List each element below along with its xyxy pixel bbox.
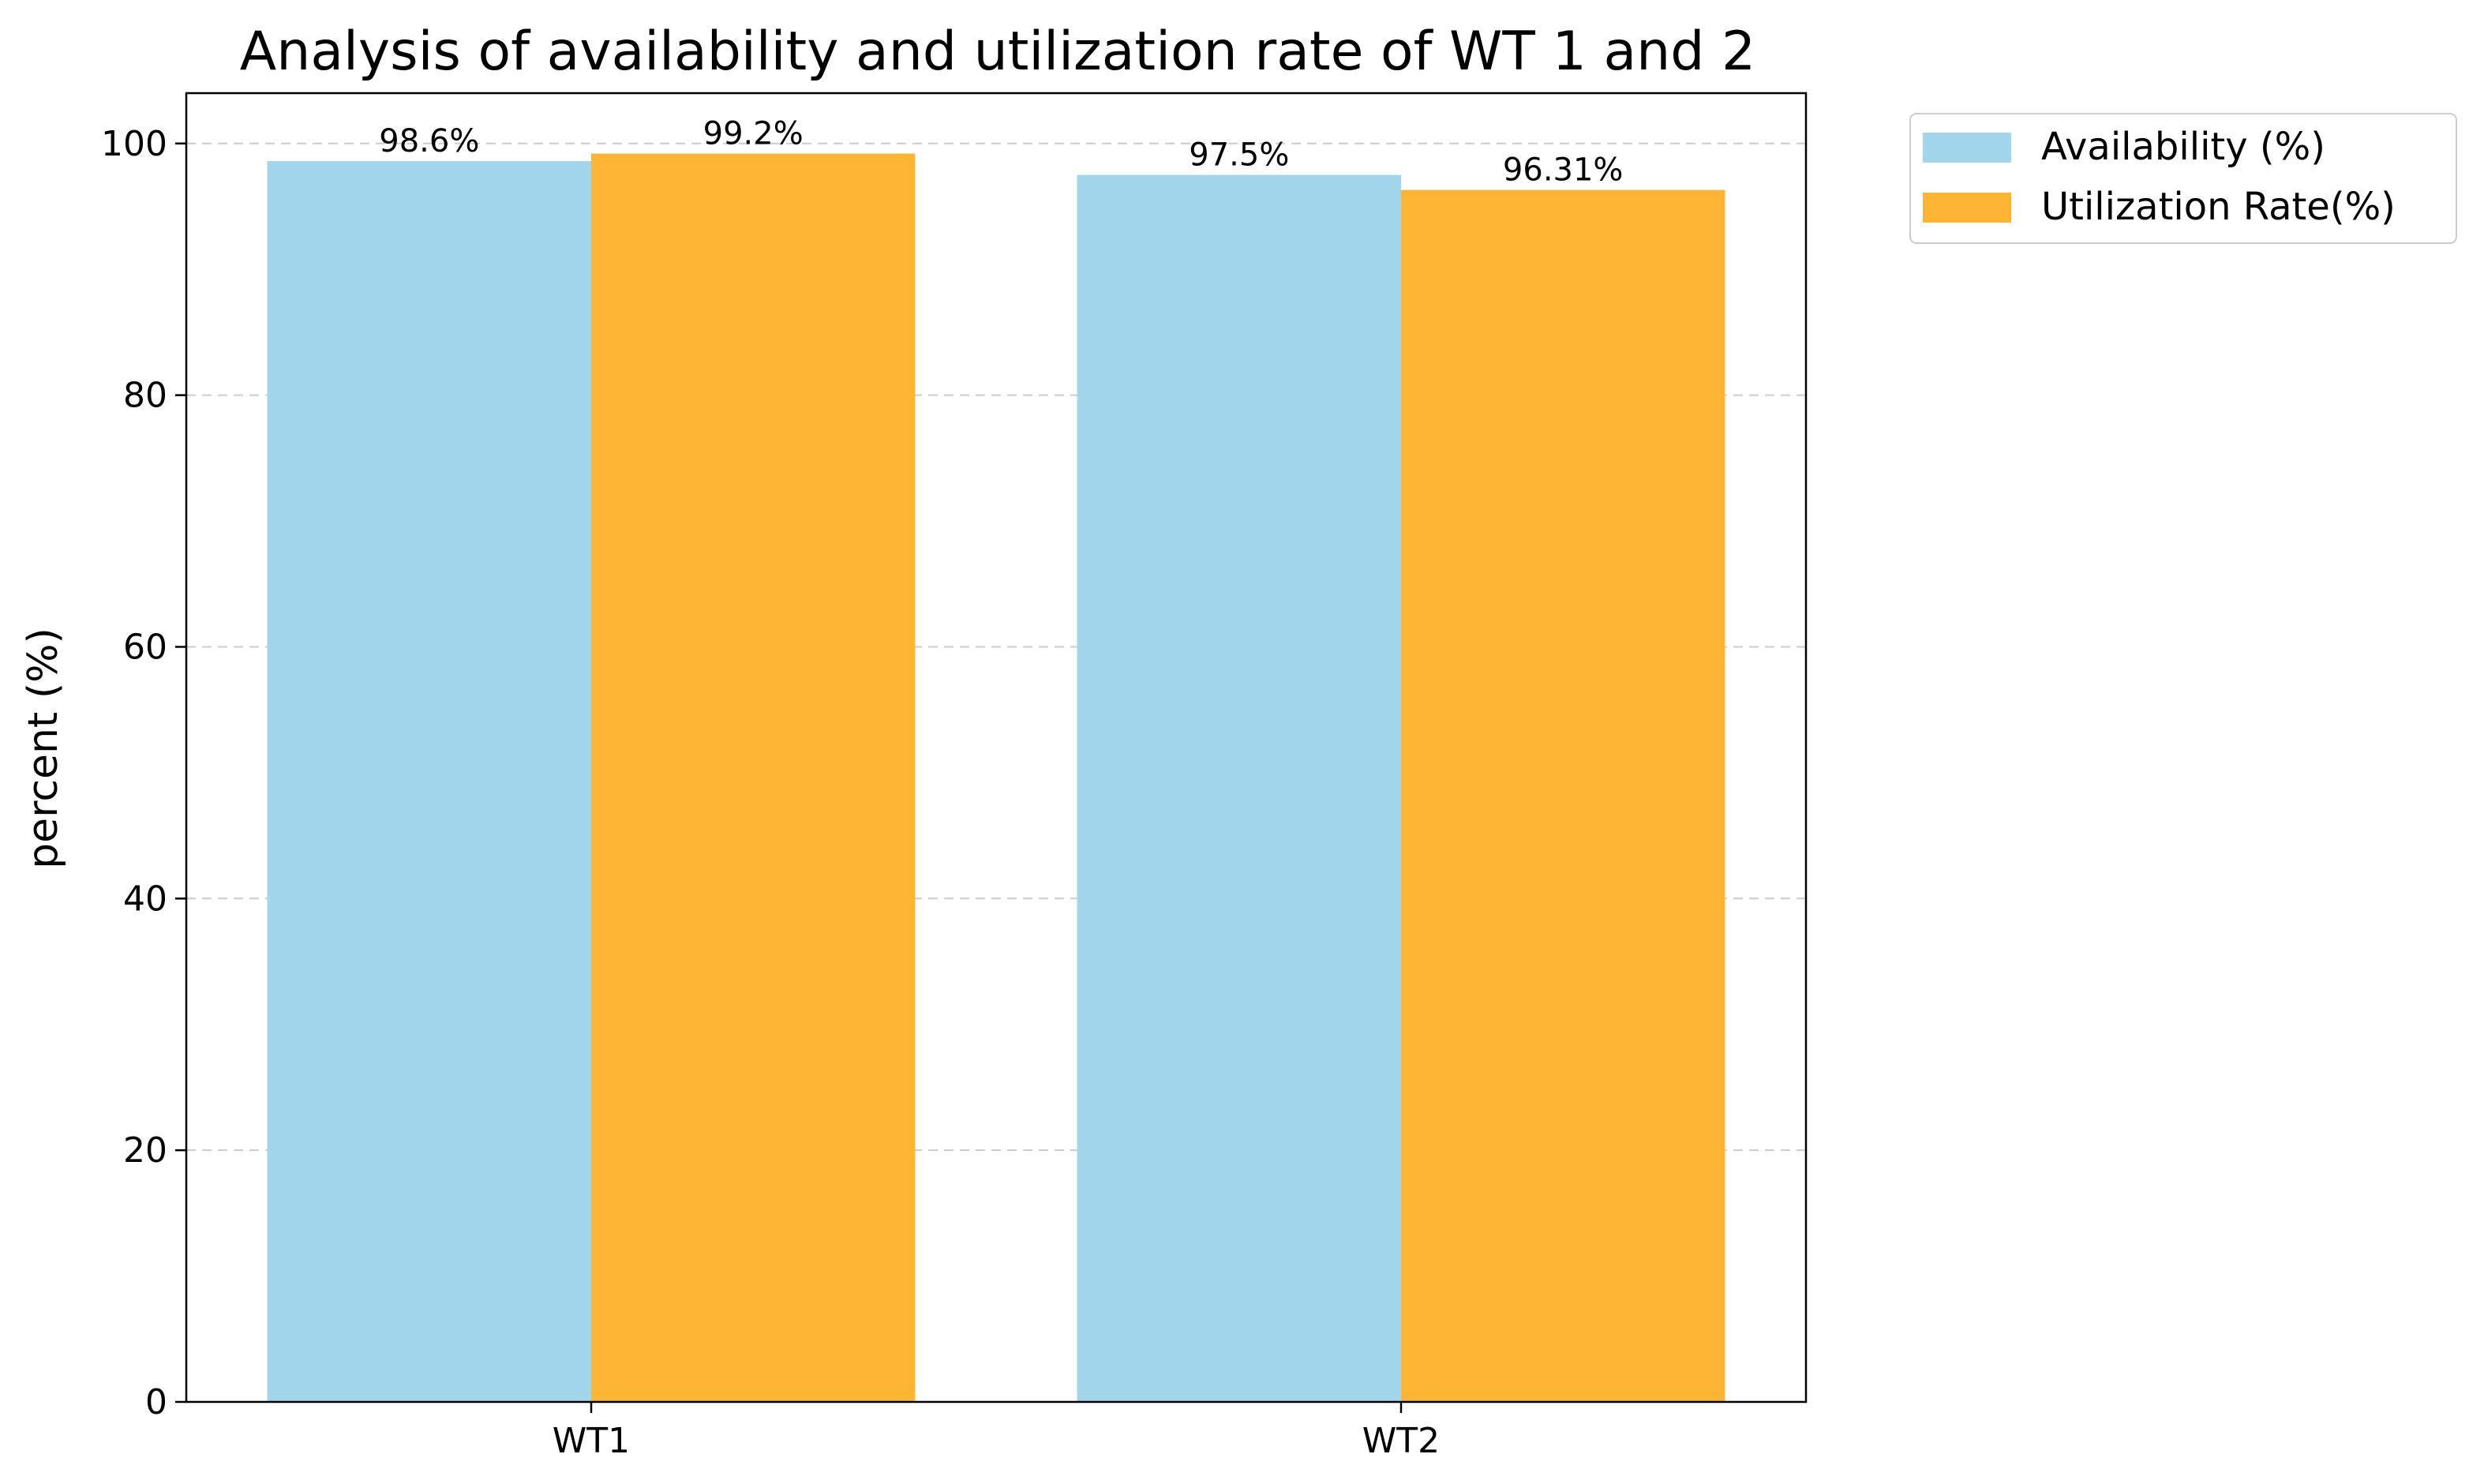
legend-swatch-utilization-rate: [1923, 193, 2011, 223]
bar-wt2-series-0: [1077, 174, 1401, 1402]
legend-swatch-availability: [1923, 133, 2011, 163]
legend-frame: [1909, 113, 2457, 244]
legend-label-utilization-rate: Utilization Rate(%): [2041, 185, 2396, 229]
x-axis-ticks: WT1 WT2: [553, 1402, 1440, 1461]
x-tick-label: WT2: [1362, 1421, 1440, 1461]
data-label: 97.5%: [1189, 137, 1289, 174]
data-labels: 98.6% 99.2% 97.5% 96.31%: [379, 116, 1623, 189]
y-axis-label: percent (%): [20, 628, 67, 869]
y-tick-label: 60: [123, 627, 167, 667]
bars: [267, 153, 1725, 1403]
bar-wt1-series-1: [591, 153, 916, 1402]
y-tick-label: 20: [123, 1130, 167, 1171]
bar-wt1-series-0: [267, 161, 591, 1402]
y-tick-label: 40: [123, 879, 167, 919]
legend-label-availability: Availability (%): [2041, 125, 2325, 169]
x-tick-label: WT1: [553, 1421, 630, 1461]
plot-frame: [185, 92, 1808, 1403]
data-label: 98.6%: [379, 123, 479, 159]
y-tick-label: 0: [145, 1382, 167, 1422]
y-axis-ticks: 0 20 40 60 80 100: [101, 124, 186, 1422]
y-tick-label: 100: [101, 124, 167, 164]
data-label: 99.2%: [703, 116, 804, 152]
chart-title: Analysis of availability and utilization…: [240, 21, 1756, 83]
legend: Availability (%) Utilization Rate(%): [1909, 113, 2457, 244]
bar-wt2-series-1: [1401, 189, 1725, 1403]
data-label: 96.31%: [1503, 152, 1624, 189]
y-tick-label: 80: [123, 376, 167, 416]
